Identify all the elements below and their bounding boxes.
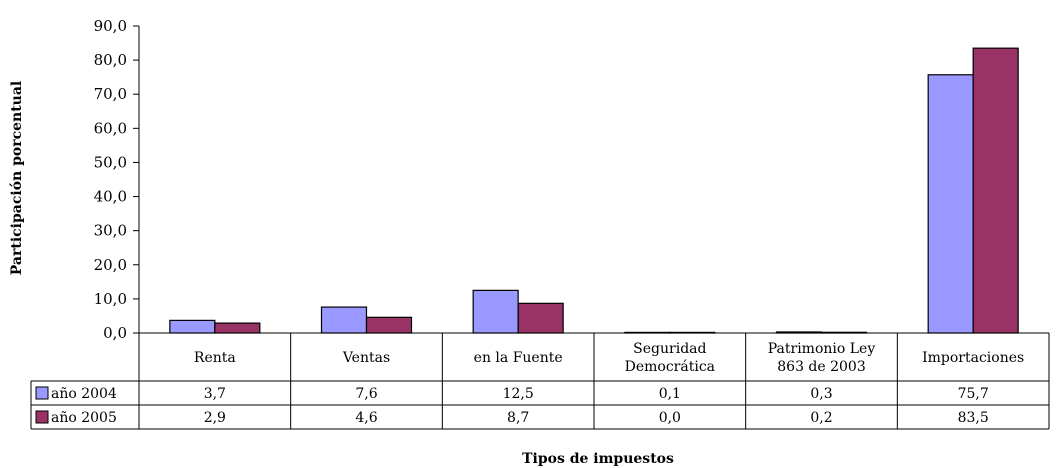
bar-2005 — [214, 322, 261, 334]
y-tick-label: 10,0 — [94, 290, 127, 308]
y-tick-label: 70,0 — [94, 85, 127, 103]
data-label: 75,7 — [958, 386, 989, 402]
y-tick-label: 80,0 — [94, 51, 127, 69]
category-label: Ventas — [342, 350, 390, 366]
data-label: 4,6 — [355, 410, 377, 426]
legend-label: año 2004 — [51, 386, 117, 402]
y-tick-label: 60,0 — [94, 119, 127, 137]
bar-2005 — [517, 302, 564, 334]
bar-2004 — [320, 306, 368, 334]
bar-2004 — [927, 74, 974, 334]
category-label: Importaciones — [922, 350, 1024, 366]
bar-2005 — [365, 316, 413, 334]
y-tick-label: 90,0 — [94, 17, 127, 35]
legend-label: año 2005 — [51, 410, 117, 426]
y-axis-label: Participación porcentual — [9, 81, 25, 275]
category-label: Seguridad — [633, 341, 706, 357]
category-label: Democrática — [625, 359, 715, 375]
y-tick-label: 50,0 — [94, 153, 127, 171]
data-label: 3,7 — [204, 386, 226, 402]
legend-swatch — [35, 386, 49, 400]
data-label: 2,9 — [204, 410, 226, 426]
data-label: 8,7 — [507, 410, 529, 426]
y-tick-label: 20,0 — [94, 256, 127, 274]
data-label: 0,2 — [810, 410, 832, 426]
bar-2004 — [169, 319, 216, 334]
data-label: 0,0 — [659, 410, 681, 426]
data-label: 7,6 — [355, 386, 377, 402]
data-label: 83,5 — [958, 410, 989, 426]
legend-swatch — [35, 410, 49, 424]
data-label: 12,5 — [503, 386, 534, 402]
y-tick-label: 40,0 — [94, 188, 127, 206]
y-axis: 0,0 10,0 20,0 30,0 40,0 50,0 60,0 70,0 80,0 90,0 — [94, 17, 140, 342]
data-table: Renta Ventas en la Fuente Seguridad Democrát… — [30, 332, 1050, 430]
category-label: Renta — [194, 350, 236, 366]
category-label: 863 de 2003 — [777, 359, 866, 375]
data-label: 0,1 — [659, 386, 681, 402]
y-tick-label: 30,0 — [94, 222, 127, 240]
category-label: en la Fuente — [474, 350, 563, 366]
bar-2004 — [472, 289, 519, 334]
category-label: Patrimonio Ley — [768, 341, 876, 357]
y-tick-label: 0,0 — [103, 324, 127, 342]
bars — [169, 47, 1019, 334]
bar-2005 — [972, 47, 1019, 334]
data-label: 0,3 — [810, 386, 832, 402]
x-axis-label: Tipos de impuestos — [522, 451, 674, 467]
